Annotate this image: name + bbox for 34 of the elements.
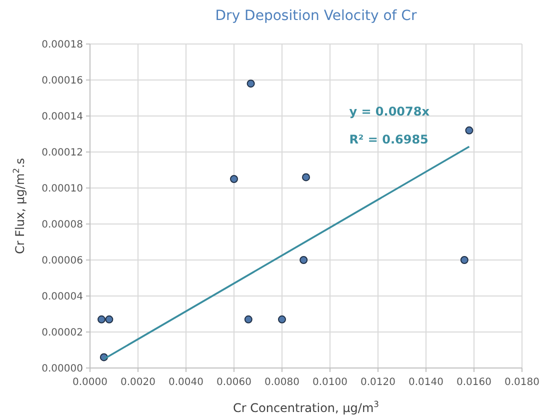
x-tick-label: 0.0000	[72, 377, 108, 388]
x-tick-label: 0.0080	[264, 377, 300, 388]
x-tick-label: 0.0180	[504, 377, 540, 388]
y-tick-label: 0.00008	[42, 220, 83, 230]
point	[302, 173, 310, 182]
point	[246, 80, 255, 88]
x-tick-label: 0.0020	[120, 377, 156, 388]
point	[105, 315, 114, 324]
x-tick-label: 0.0140	[408, 377, 444, 388]
y-tick-label: 0.00018	[42, 40, 83, 50]
x-axis-title: Cr Concentration, µg/m$^{3}$	[233, 399, 379, 415]
x-tick-label: 0.0120	[360, 377, 396, 388]
y-tick-label: 0.00016	[42, 76, 83, 86]
point	[278, 315, 286, 324]
y-tick-label: 0.00010	[42, 184, 83, 194]
annotation: R² = 0.6985	[349, 132, 428, 147]
chart-title: Dry Deposition Velocity of Cr	[215, 8, 417, 24]
x-tick-label: 0.0100	[312, 377, 348, 388]
y-tick-label: 0.00012	[42, 148, 83, 158]
point	[300, 256, 308, 264]
point	[230, 175, 238, 183]
annotation: y = 0.0078x	[349, 104, 430, 119]
x-tick-label: 0.0040	[168, 377, 204, 388]
y-tick-label: 0.00002	[42, 328, 83, 338]
y-tick-label: 0.00006	[42, 256, 83, 266]
point	[244, 315, 252, 324]
point	[460, 256, 468, 264]
point	[465, 126, 474, 134]
x-tick-label: 0.0160	[456, 377, 492, 388]
y-tick-label: 0.00000	[42, 364, 83, 374]
y-tick-label: 0.00004	[42, 292, 83, 302]
point	[98, 315, 106, 324]
x-tick-label: 0.0060	[216, 377, 252, 388]
y-tick-label: 0.00014	[42, 112, 83, 122]
